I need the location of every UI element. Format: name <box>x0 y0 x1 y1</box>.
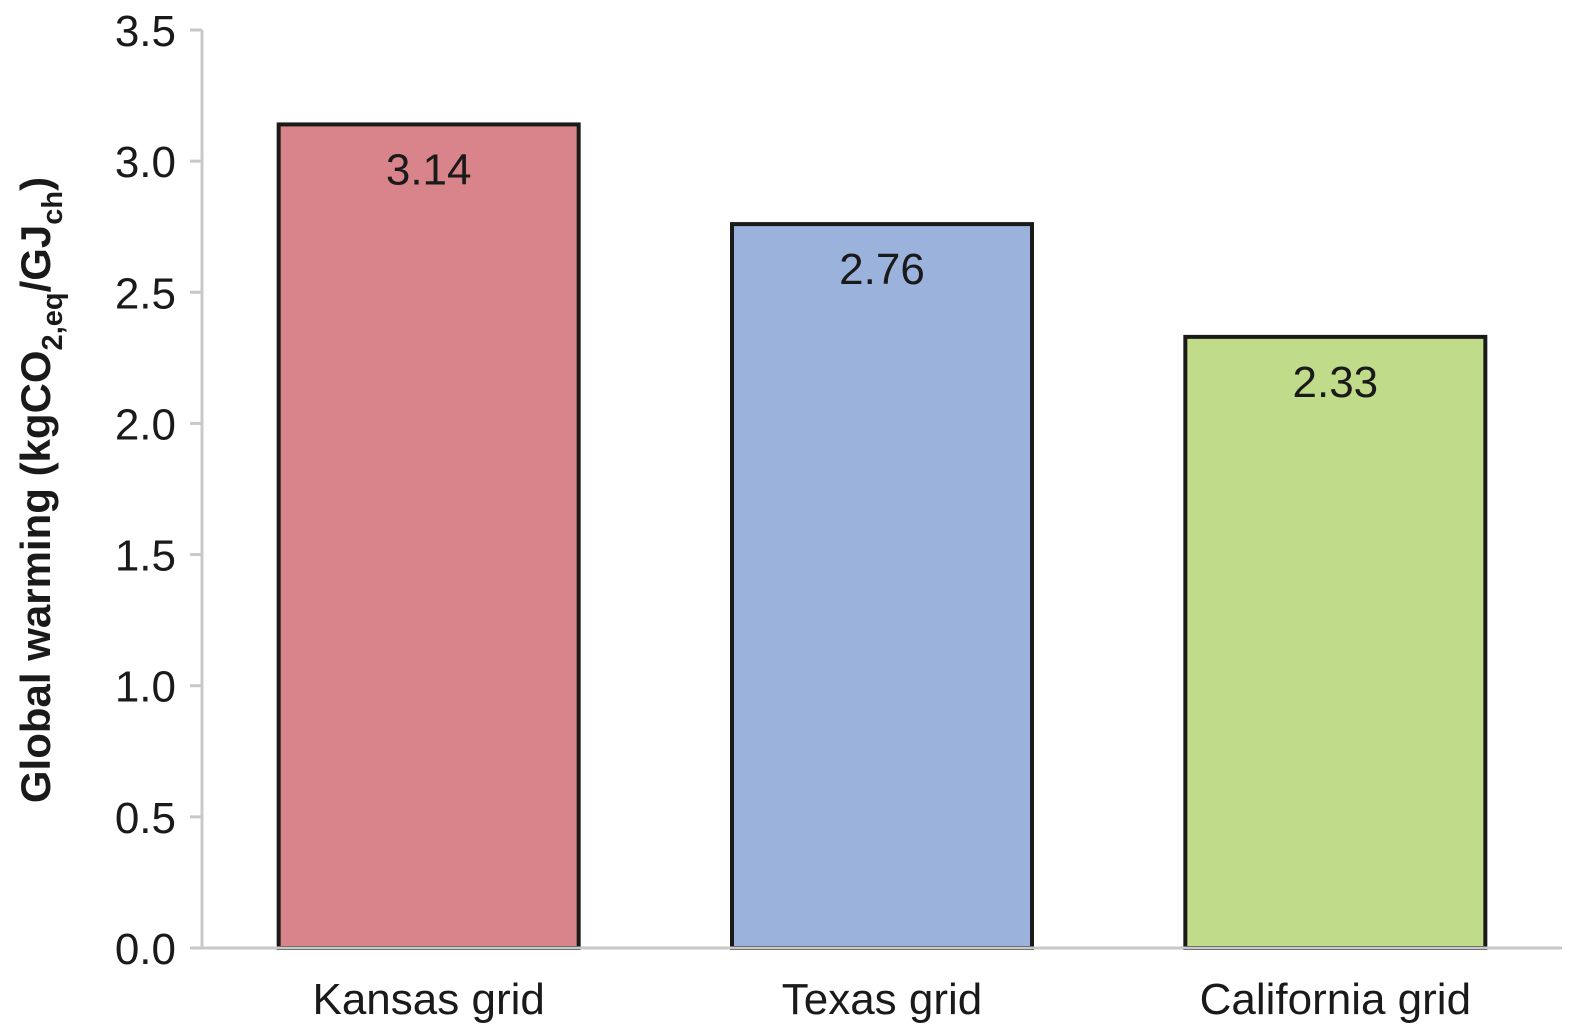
y-axis-label-subscript-1: 2,eq <box>37 292 69 350</box>
x-category-label: California grid <box>1200 975 1471 1024</box>
x-category-label: Kansas grid <box>312 975 544 1024</box>
y-axis-label: Global warming (kgCO2,eq/GJch) <box>12 177 69 803</box>
y-tick-label: 3.0 <box>115 138 176 187</box>
y-tick-label: 2.5 <box>115 269 176 318</box>
bar-value-label: 2.33 <box>1293 358 1379 407</box>
bar <box>730 222 1034 950</box>
x-axis: Kansas grid Texas grid California grid <box>192 946 1562 1024</box>
x-category-label: Texas grid <box>782 975 983 1024</box>
y-tick-label: 2.0 <box>115 400 176 449</box>
bar-value-label: 2.76 <box>839 245 925 294</box>
y-axis-label-suffix: ) <box>12 177 59 191</box>
y-tick-label: 1.5 <box>115 532 176 581</box>
y-axis-label-mid: /GJ <box>12 225 59 293</box>
bar-value-label: 3.14 <box>386 145 472 194</box>
y-tick-label: 3.5 <box>115 7 176 56</box>
bar <box>1183 334 1488 951</box>
y-axis: 0.0 0.5 1.0 1.5 2.0 2.5 3.0 3.5 <box>115 7 204 974</box>
y-tick-label: 0.5 <box>115 794 176 843</box>
y-axis-label-prefix: Global warming (kgCO <box>12 350 59 803</box>
y-tick-label: 1.0 <box>115 663 176 712</box>
y-tick-label: 0.0 <box>115 925 176 974</box>
bar <box>276 122 581 951</box>
bars: 3.14 2.76 2.33 <box>276 122 1488 951</box>
y-axis-label-subscript-2: ch <box>37 191 69 225</box>
